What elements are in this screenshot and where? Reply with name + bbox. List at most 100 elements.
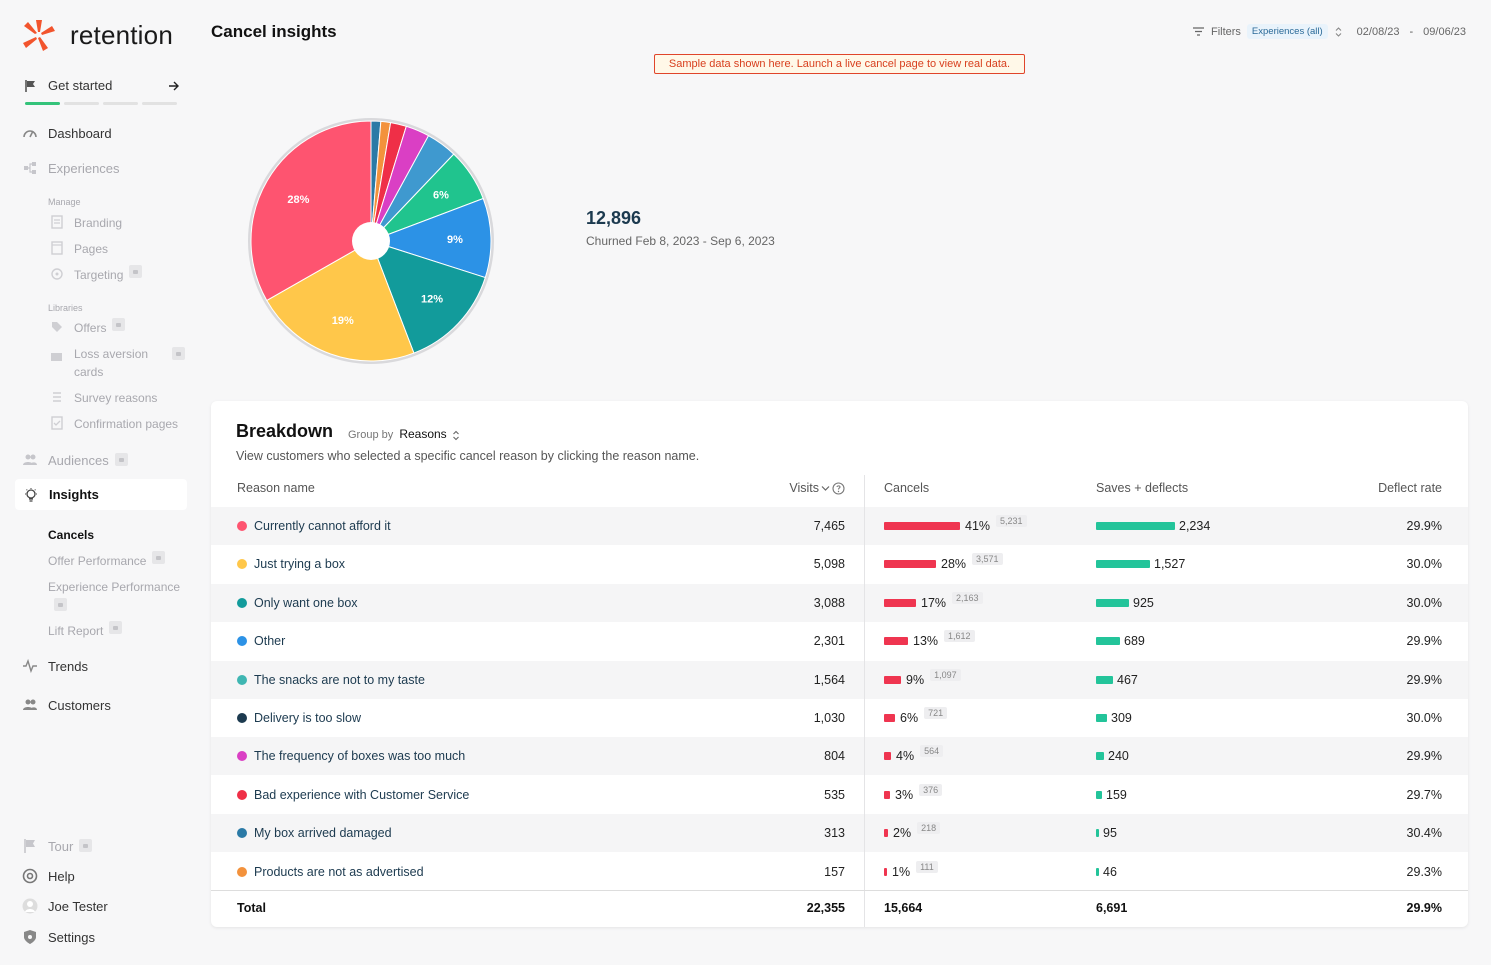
visits-value: 1,564 (813, 672, 845, 687)
saves-value: 925 (1133, 595, 1154, 610)
table-row[interactable]: Bad experience with Customer Service 535 3… (211, 776, 1468, 814)
logo[interactable]: retention (22, 18, 173, 52)
cancels-bar (884, 522, 960, 530)
sidebar-item-loss-aversion[interactable]: Loss aversion cards (50, 345, 186, 381)
reason-link[interactable]: Other (254, 634, 286, 649)
saves-bar (1096, 790, 1102, 799)
cancels-count-badge: 721 (924, 707, 948, 719)
table-row[interactable]: The snacks are not to my taste 1,564 9% 1,0… (211, 660, 1468, 699)
lock-icon (79, 838, 93, 852)
sidebar-item-dashboard[interactable]: Dashboard (22, 125, 112, 141)
pie-slice[interactable] (370, 240, 486, 354)
pie-slice[interactable] (266, 240, 415, 362)
col-deflect-rate[interactable]: Deflect rate (1378, 481, 1442, 495)
get-started-item[interactable]: Get started (24, 78, 180, 93)
get-started-progress (25, 102, 177, 105)
cancels-count-badge: 3,571 (972, 553, 1003, 566)
reason-link[interactable]: Delivery is too slow (254, 711, 361, 725)
sidebar-item-offers[interactable]: Offers (50, 318, 126, 337)
sidebar-label: Branding (74, 216, 123, 230)
sidebar-item-trends[interactable]: Trends (22, 658, 88, 674)
experiences-filter-chip[interactable]: Experiences (all) (1246, 24, 1328, 39)
sort-chevron-icon[interactable] (821, 484, 830, 492)
visits-value: 1,030 (813, 711, 845, 725)
table-row[interactable]: Only want one box 3,088 17% 2,163 925 30.0% (211, 583, 1468, 622)
reason-link[interactable]: Bad experience with Customer Service (254, 787, 470, 802)
table-row[interactable]: Currently cannot afford it 7,465 41% 5,231 2… (211, 507, 1468, 545)
gauge-icon (23, 130, 37, 138)
table-row[interactable]: The frequency of boxes was too much 804 4%… (211, 737, 1468, 776)
table-header: Reason name Visits Cancels Saves + defle… (211, 479, 1468, 507)
cancels-cell: 6% 721 (884, 699, 948, 737)
saves-cell: 95 (1096, 814, 1117, 852)
reason-link[interactable]: Products are not as advertised (254, 864, 424, 879)
table-row[interactable]: Other 2,301 13% 1,612 689 29.9% (211, 622, 1468, 660)
filters-label[interactable]: Filters (1210, 25, 1241, 38)
chevron-updown-icon[interactable] (1334, 26, 1343, 38)
visits-value: 313 (824, 826, 845, 841)
cancels-bar (884, 752, 891, 761)
total-label: Total (237, 901, 266, 915)
saves-cell: 1,527 (1096, 545, 1185, 583)
sidebar-item-branding[interactable]: Branding (50, 214, 122, 232)
filter-bar[interactable]: Filters Experiences (all) 02/08/23 - 09/… (1192, 24, 1466, 39)
sidebar-item-customers[interactable]: Customers (22, 697, 111, 713)
help-circle-icon[interactable] (832, 481, 845, 495)
sidebar-item-survey-reasons[interactable]: Survey reasons (50, 389, 157, 407)
reason-link[interactable]: The snacks are not to my taste (254, 672, 425, 687)
sidebar-item-cancels[interactable]: Cancels (48, 526, 94, 544)
sidebar-item-targeting[interactable]: Targeting (50, 265, 143, 284)
reason-link[interactable]: Just trying a box (254, 557, 346, 572)
date-to[interactable]: 09/06/23 (1423, 25, 1466, 38)
col-visits[interactable]: Visits (789, 481, 845, 495)
pie-slice-label: 9% (447, 234, 463, 246)
visits-value: 804 (824, 749, 845, 764)
deflect-rate-value: 29.7% (1406, 787, 1442, 802)
date-from[interactable]: 02/08/23 (1356, 25, 1400, 38)
cancels-count-badge: 111 (916, 860, 938, 873)
sidebar-item-tour[interactable]: Tour (22, 838, 93, 854)
sidebar-item-help[interactable]: Help (22, 868, 75, 884)
retention-logo-icon (23, 20, 55, 51)
table-row[interactable]: My box arrived damaged 313 2% 218 95 30.4% (211, 814, 1468, 853)
saves-value: 689 (1124, 634, 1145, 649)
cancels-bar (884, 829, 888, 838)
chevron-updown-icon[interactable] (452, 430, 460, 441)
reason-link[interactable]: The frequency of boxes was too much (254, 749, 466, 764)
table-row[interactable]: Products are not as advertised 157 1% 111 46… (211, 853, 1468, 891)
deflect-rate-value: 30.0% (1406, 557, 1442, 572)
sidebar-item-offer-performance[interactable]: Offer Performance (48, 551, 166, 570)
sidebar-item-user[interactable]: Joe Tester (22, 898, 108, 914)
sidebar-item-audiences[interactable]: Audiences (22, 452, 128, 468)
saves-bar (1096, 560, 1150, 569)
saves-value: 467 (1117, 672, 1138, 687)
saves-cell: 46 (1096, 853, 1117, 891)
sidebar-item-lift-report[interactable]: Lift Report (48, 621, 123, 640)
col-reason-name[interactable]: Reason name (237, 481, 315, 495)
reason-link[interactable]: Only want one box (254, 595, 358, 610)
pie-slice[interactable] (250, 120, 372, 302)
pie-slice[interactable] (369, 197, 492, 279)
sidebar-item-experiences[interactable]: Experiences (22, 160, 120, 176)
sidebar-item-pages[interactable]: Pages (50, 240, 108, 258)
table-row[interactable]: Just trying a box 5,098 28% 3,571 1,527 30.0% (211, 545, 1468, 583)
col-saves-deflects[interactable]: Saves + deflects (1096, 481, 1189, 495)
reason-link[interactable]: My box arrived damaged (254, 826, 392, 841)
table-row[interactable]: Delivery is too slow 1,030 6% 721 309 30.0% (211, 699, 1468, 737)
cancels-count-badge: 2,163 (952, 591, 983, 604)
sidebar-item-settings[interactable]: Settings (22, 929, 95, 945)
cancels-percent: 2% (893, 826, 912, 841)
sidebar-item-experience-performance[interactable]: Experience Performance (48, 578, 180, 612)
sidebar-item-confirmation-pages[interactable]: Confirmation pages (50, 415, 178, 433)
saves-bar (1096, 714, 1107, 722)
checklist-icon (51, 416, 63, 430)
pie-slice-label: 28% (287, 194, 309, 206)
reason-color-dot (237, 674, 247, 685)
deflect-rate-value: 29.9% (1406, 519, 1442, 533)
saves-bar (1096, 522, 1175, 530)
group-by-selector[interactable]: Group by Reasons (348, 427, 460, 441)
col-cancels[interactable]: Cancels (884, 481, 930, 495)
reason-link[interactable]: Currently cannot afford it (254, 519, 391, 533)
group-by-value[interactable]: Reasons (399, 427, 447, 441)
sidebar-item-insights[interactable]: Insights (15, 479, 187, 510)
